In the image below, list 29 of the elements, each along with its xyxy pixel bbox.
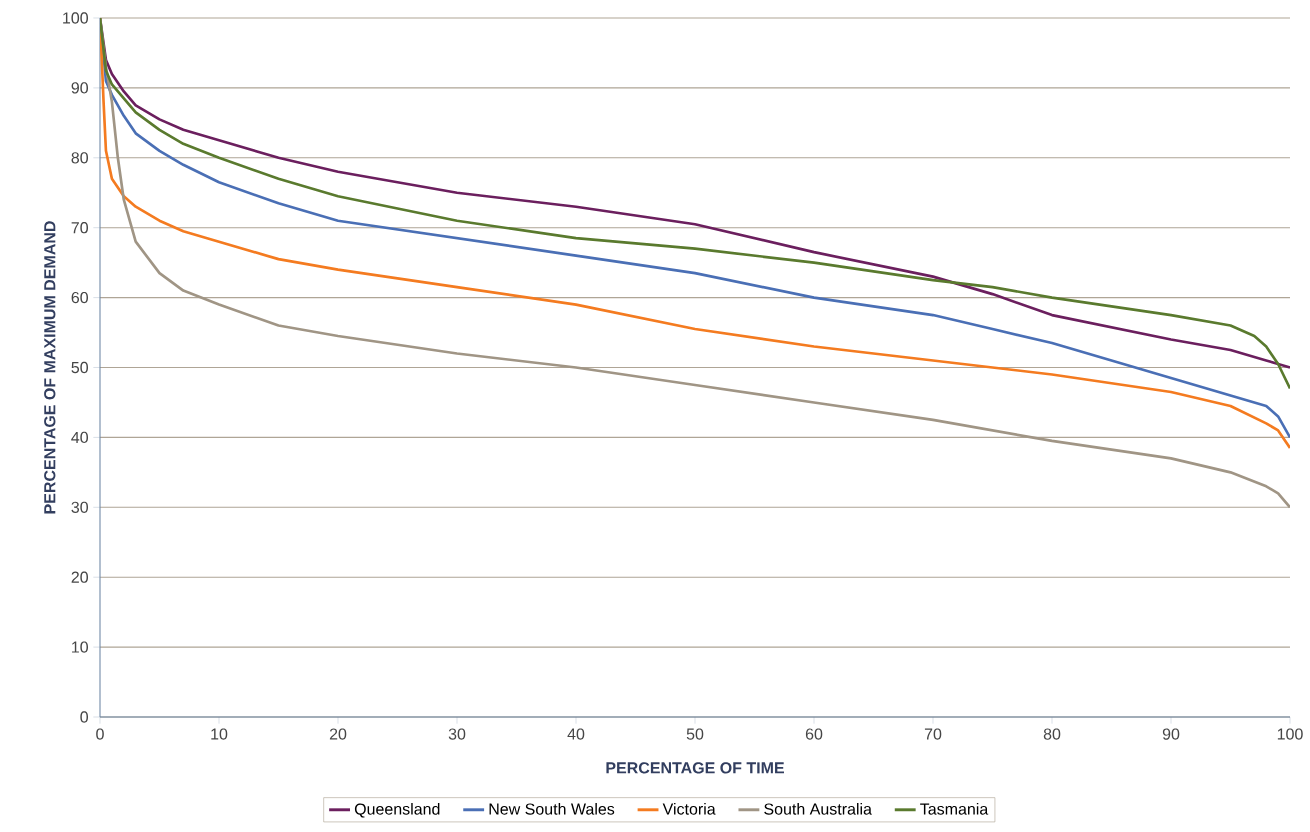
x-axis-title: PERCENTAGE OF TIME xyxy=(606,762,784,774)
y-tick-label: 30 xyxy=(71,501,88,513)
y-tick-label: 10 xyxy=(72,641,88,653)
legend-label: Tasmania xyxy=(920,803,989,815)
x-tick-label: 90 xyxy=(1162,728,1180,740)
x-tick-label: 0 xyxy=(96,728,104,740)
x-tick-label: 10 xyxy=(211,728,228,740)
x-tick-label: 20 xyxy=(329,728,347,740)
legend-label: Victoria xyxy=(662,803,716,815)
y-axis-title: PERCENTAGE OF MAXIMUM DEMAND xyxy=(44,221,56,514)
x-tick-label: 40 xyxy=(567,728,585,740)
y-tick-label: 0 xyxy=(80,711,89,723)
y-tick-label: 60 xyxy=(71,291,88,304)
y-tick-label: 40 xyxy=(71,431,88,444)
y-tick-label: 20 xyxy=(71,571,88,583)
y-tick-label: 90 xyxy=(71,82,88,94)
legend-label: South Australia xyxy=(764,803,872,815)
y-tick-label: 100 xyxy=(63,12,88,24)
x-tick-label: 80 xyxy=(1043,728,1061,740)
x-tick-label: 30 xyxy=(448,728,466,740)
x-tick-label: 100 xyxy=(1277,728,1303,740)
x-tick-label: 50 xyxy=(686,728,704,740)
x-tick-label: 60 xyxy=(805,728,823,740)
y-tick-label: 50 xyxy=(71,361,88,374)
y-tick-label: 70 xyxy=(71,222,88,234)
legend-label: New South Wales xyxy=(489,803,615,815)
legend-label: Queensland xyxy=(354,803,440,818)
y-tick-label: 80 xyxy=(71,152,88,164)
x-tick-label: 70 xyxy=(924,728,942,740)
